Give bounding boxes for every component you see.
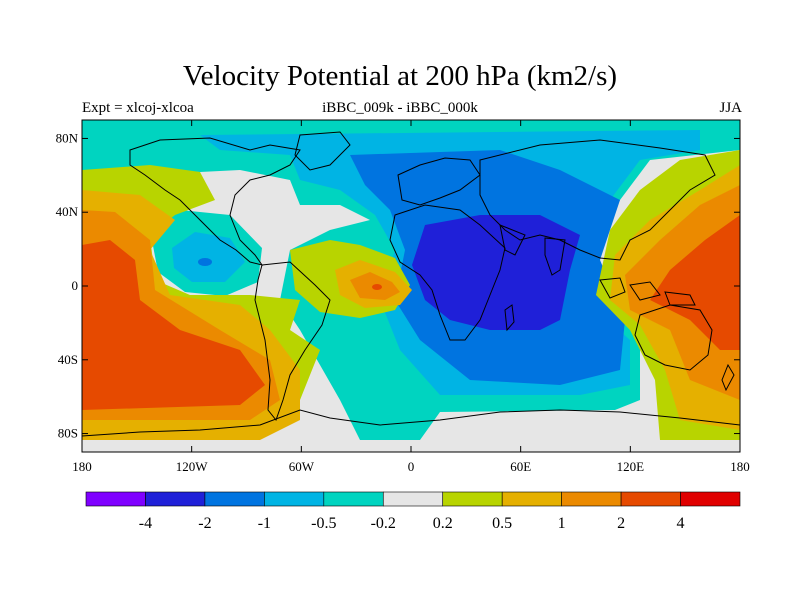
colorbar-swatch	[382, 491, 444, 507]
colorbar-label: 0.5	[492, 515, 512, 532]
x-tick-label: 60W	[289, 459, 315, 474]
colorbar: -4 -2 -1 -0.5 -0.2 0.2 0.5 1 2 4	[85, 491, 741, 532]
y-axis-ticks: 80N 40N 0 40S 80S	[56, 130, 740, 441]
y-tick-label: 40N	[56, 204, 79, 219]
colorbar-label: -1	[258, 515, 271, 532]
colorbar-swatch	[680, 491, 741, 507]
season-label: JJA	[719, 100, 742, 116]
colorbar-label: -0.2	[371, 515, 396, 532]
colorbar-swatch	[204, 491, 265, 507]
colorbar-swatch	[442, 491, 503, 507]
colorbar-label: 2	[617, 515, 625, 532]
colorbar-swatch	[85, 491, 146, 507]
y-tick-label: 80N	[56, 130, 79, 145]
colorbar-label: -4	[139, 515, 152, 532]
y-tick-label: 80S	[58, 426, 78, 441]
y-tick-label: 40S	[58, 352, 78, 367]
contour-pos-2-west	[82, 240, 265, 410]
coastlines	[82, 131, 740, 437]
colorbar-label: 0.2	[433, 515, 453, 532]
colorbar-swatch	[561, 491, 622, 507]
contour-fill-layer	[82, 120, 740, 452]
colorbar-swatch	[323, 491, 384, 507]
colorbar-label: 4	[677, 515, 685, 532]
x-tick-label: 60E	[510, 459, 531, 474]
colorbar-swatch	[501, 491, 562, 507]
colorbar-label: 1	[558, 515, 566, 532]
plot-title: Velocity Potential at 200 hPa (km2/s)	[182, 60, 618, 92]
colorbar-swatch	[145, 491, 206, 507]
colorbar-swatch	[620, 491, 681, 507]
experiment-label: Expt = xlcoj-xlcoa	[82, 100, 194, 116]
contour-pos-atlantic-2	[372, 284, 382, 290]
contour-neg-2	[412, 215, 580, 330]
y-tick-label: 0	[72, 278, 79, 293]
colorbar-label: -2	[198, 515, 211, 532]
comparison-label: iBBC_009k - iBBC_000k	[322, 100, 478, 116]
x-tick-label: 0	[408, 459, 415, 474]
x-tick-label: 120E	[617, 459, 645, 474]
x-tick-label: 180	[72, 459, 92, 474]
contour-neg-central-america-1	[198, 258, 212, 266]
colorbar-label: -0.5	[311, 515, 336, 532]
x-tick-label: 120W	[176, 459, 209, 474]
x-axis-ticks: 180 120W 60W 0 60E 120E 180	[72, 120, 750, 474]
colorbar-swatch	[264, 491, 325, 507]
contour-pos-2-east	[650, 215, 740, 350]
x-tick-label: 180	[730, 459, 750, 474]
